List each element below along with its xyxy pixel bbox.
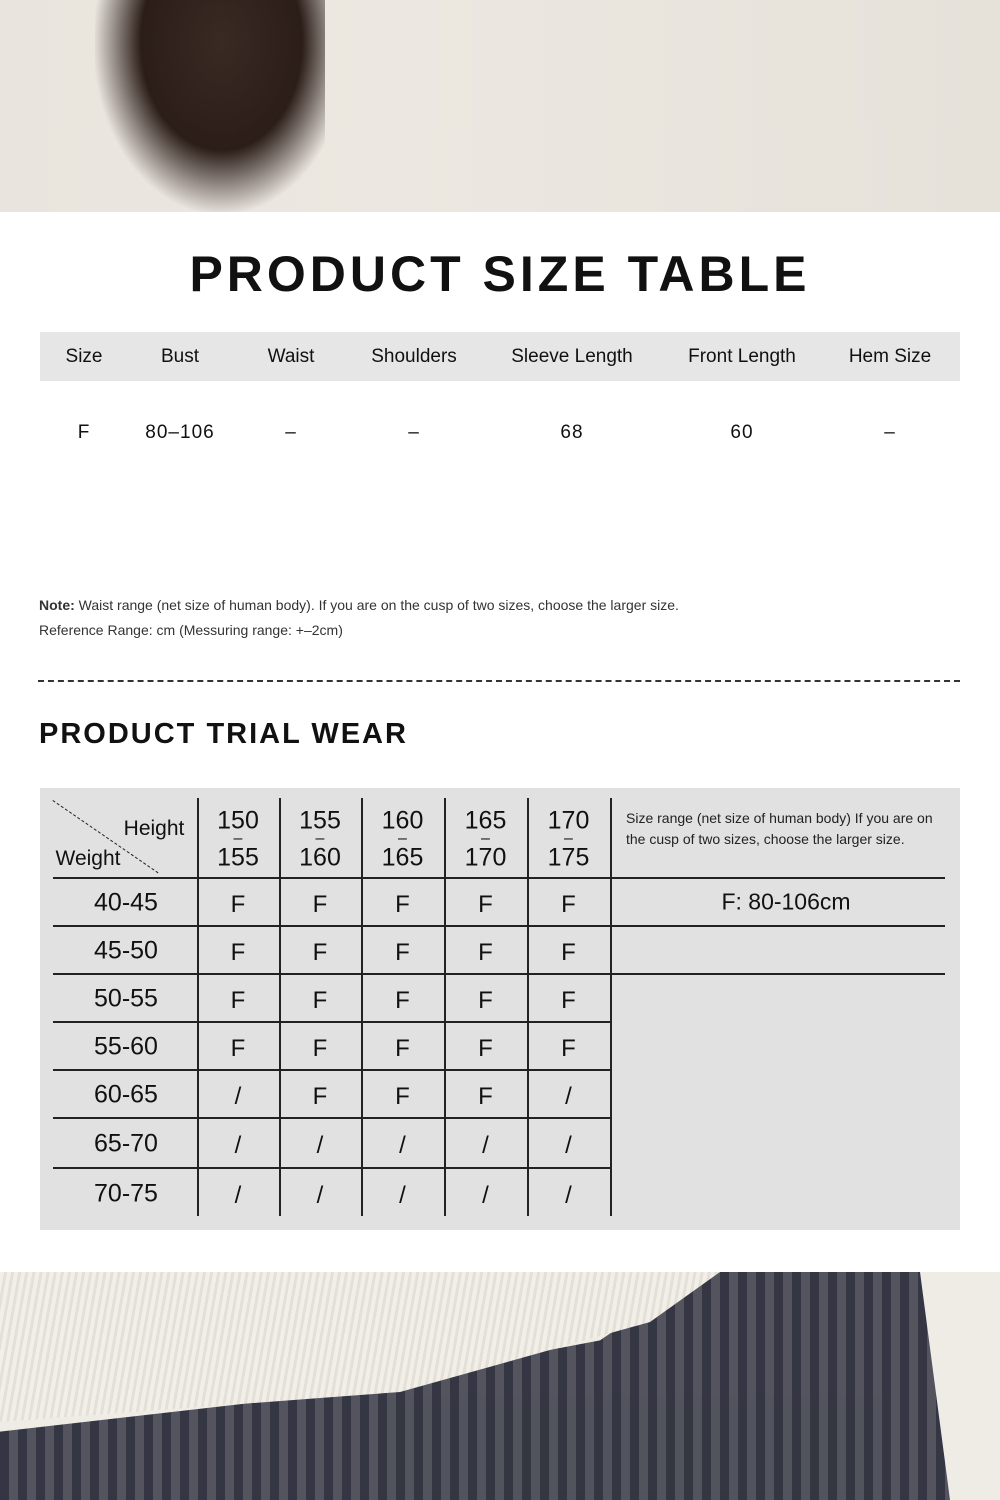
- note-label: Note:: [39, 597, 75, 613]
- weight-label: 45-50: [94, 936, 158, 965]
- grid-line: [53, 925, 945, 927]
- height-from: 165: [464, 806, 507, 835]
- size-cell: /: [482, 1181, 489, 1209]
- dash: –: [233, 830, 243, 847]
- height-from: 150: [217, 806, 259, 835]
- dash: –: [481, 830, 490, 847]
- size-cell: /: [565, 1181, 572, 1209]
- size-cell: F: [478, 891, 493, 918]
- weight-label: 50-55: [94, 984, 158, 1013]
- size-cell: /: [234, 1132, 242, 1159]
- size-cell: F: [230, 987, 246, 1014]
- dash: –: [315, 830, 325, 847]
- weight-label: 40-45: [94, 888, 158, 917]
- size-cell: F: [312, 1035, 328, 1062]
- size-cell: F: [395, 891, 410, 918]
- weight-label: Weight: [55, 847, 121, 870]
- height-label: Height: [123, 817, 185, 840]
- size-cell: /: [234, 1181, 242, 1209]
- height-from: 155: [299, 806, 341, 835]
- size-cell: F: [395, 1083, 410, 1110]
- size-cell: /: [399, 1181, 406, 1209]
- height-to: 155: [217, 843, 259, 872]
- grid-line: [361, 798, 363, 1216]
- column-header: Hem Size: [848, 346, 932, 367]
- size-cell: /: [565, 1083, 572, 1110]
- table-cell: –: [285, 422, 297, 443]
- size-cell: /: [565, 1132, 572, 1159]
- size-cell: F: [478, 939, 493, 966]
- table-cell: 60: [730, 422, 754, 443]
- grid-line: [53, 1117, 610, 1119]
- size-cell: /: [234, 1083, 242, 1110]
- table-cell: 68: [560, 422, 584, 443]
- note-line: Note: Waist range (net size of human bod…: [39, 597, 679, 613]
- table-cell: –: [884, 422, 896, 443]
- size-cell: F: [395, 939, 410, 966]
- table-cell: F: [77, 422, 91, 443]
- side-note: Size range (net size of human body) If y…: [626, 810, 933, 847]
- product-photo-top: [0, 0, 1000, 212]
- size-cell: F: [561, 939, 576, 966]
- table-cell: 80–106: [145, 422, 215, 443]
- trial-table: [40, 788, 960, 1230]
- size-cell: F: [312, 1083, 328, 1110]
- grid-line: [279, 798, 281, 1216]
- reference-range: Reference Range: cm (Messuring range: +–…: [39, 622, 343, 638]
- weight-label: 55-60: [94, 1032, 158, 1061]
- table-cell: –: [408, 422, 420, 443]
- height-from: 160: [381, 806, 424, 835]
- column-header: Sleeve Length: [511, 346, 633, 367]
- weight-label: 60-65: [94, 1080, 158, 1109]
- grid-line: [53, 973, 945, 975]
- dash: –: [564, 830, 573, 847]
- size-cell: F: [395, 1035, 410, 1062]
- column-header: Waist: [267, 346, 315, 367]
- grid-line: [53, 1021, 610, 1023]
- size-cell: /: [316, 1181, 324, 1209]
- size-cell: F: [478, 1083, 493, 1110]
- grid-line: [53, 1069, 610, 1071]
- weight-label: 70-75: [94, 1179, 158, 1207]
- height-to: 160: [299, 843, 341, 872]
- size-cell: /: [399, 1132, 406, 1159]
- size-table-header: [40, 332, 960, 381]
- height-to: 175: [547, 843, 590, 872]
- height-to: 165: [381, 843, 424, 872]
- height-from: 170: [547, 806, 590, 835]
- grid-line: [53, 1167, 610, 1169]
- size-cell: F: [561, 1035, 576, 1062]
- size-cell: F: [230, 1035, 246, 1062]
- column-header: Size: [65, 346, 103, 367]
- size-cell: F: [312, 987, 328, 1014]
- column-header: Bust: [160, 346, 200, 367]
- column-header: Shoulders: [371, 346, 457, 367]
- size-cell: F: [478, 1035, 493, 1062]
- size-cell: F: [312, 891, 328, 918]
- column-header: Front Length: [688, 346, 796, 367]
- divider: [38, 680, 960, 682]
- size-cell: F: [312, 939, 328, 966]
- page-title: PRODUCT SIZE TABLE: [189, 246, 811, 302]
- grid-line: [610, 798, 612, 1216]
- size-cell: /: [482, 1132, 489, 1159]
- height-to: 170: [464, 843, 507, 872]
- size-cell: F: [230, 939, 246, 966]
- size-range: F: 80-106cm: [721, 888, 851, 915]
- grid-line: [197, 798, 199, 1216]
- dash: –: [398, 830, 407, 847]
- hair: [95, 0, 325, 212]
- grid-line: [53, 877, 945, 879]
- size-cell: F: [561, 891, 576, 918]
- size-cell: F: [230, 891, 246, 918]
- grid-line: [444, 798, 446, 1216]
- weight-label: 65-70: [94, 1129, 158, 1158]
- note-text: Waist range (net size of human body). If…: [74, 597, 679, 613]
- size-cell: F: [478, 987, 493, 1014]
- size-cell: F: [561, 987, 576, 1014]
- size-cell: F: [395, 987, 410, 1014]
- size-cell: /: [316, 1132, 324, 1159]
- trial-title: PRODUCT TRIAL WEAR: [39, 718, 408, 750]
- grid-line: [527, 798, 529, 1216]
